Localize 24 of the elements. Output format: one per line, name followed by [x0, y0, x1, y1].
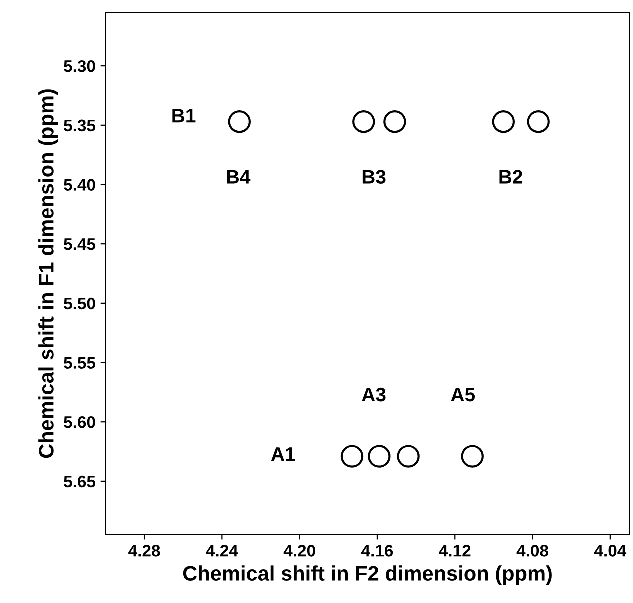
y-tick-label: 5.60 — [64, 416, 96, 428]
y-tick-label: 5.50 — [64, 298, 96, 310]
annotation: B3 — [362, 170, 386, 184]
x-tick-label: 4.28 — [128, 545, 160, 557]
annotation: B4 — [227, 170, 251, 184]
y-axis-title: Chemical shift in F1 dimension (ppm) — [38, 90, 58, 458]
annotation: B2 — [500, 170, 523, 184]
x-tick-label: 4.24 — [206, 545, 238, 557]
y-tick-label: 5.65 — [64, 476, 96, 488]
annotation: A3 — [362, 388, 386, 402]
x-tick-label: 4.04 — [594, 545, 627, 557]
annotation: B1 — [172, 109, 196, 123]
x-tick-label: 4.16 — [362, 545, 394, 557]
x-axis-title: Chemical shift in F2 dimension (ppm) — [183, 566, 552, 586]
y-tick-label: 5.30 — [64, 60, 96, 72]
y-tick-label: 5.40 — [64, 179, 96, 191]
x-tick-label: 4.08 — [516, 545, 548, 557]
annotation: A5 — [451, 388, 476, 402]
x-tick-label: 4.20 — [284, 545, 316, 557]
x-tick-label: 4.12 — [439, 545, 471, 557]
annotation: A1 — [271, 448, 296, 462]
y-tick-label: 5.45 — [64, 238, 96, 250]
y-tick-label: 5.35 — [64, 120, 96, 132]
y-tick-label: 5.55 — [64, 357, 96, 369]
